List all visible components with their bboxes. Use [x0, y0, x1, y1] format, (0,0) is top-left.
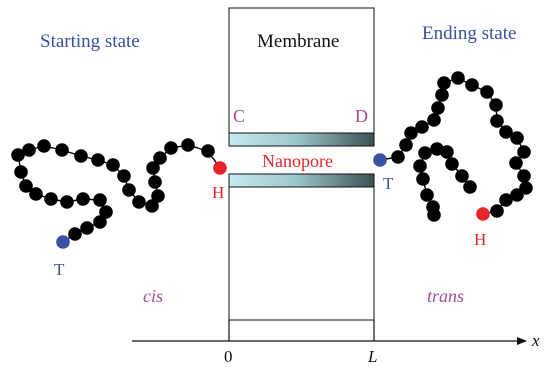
right-polymer-bead: [435, 88, 449, 102]
right-polymer-head-bead: [476, 207, 490, 221]
left-polymer-bead: [93, 215, 107, 229]
right-polymer-bead: [427, 208, 441, 222]
left-polymer-bead: [29, 187, 43, 201]
left-polymer-bead: [164, 141, 178, 155]
right-polymer-bead: [463, 180, 477, 194]
ending-state-label: Ending state: [422, 23, 516, 44]
tick-zero-label: 0: [224, 347, 233, 366]
pore-wall-lower: [228, 173, 375, 188]
tick-L-label: L: [367, 347, 377, 366]
left-polymer-bead: [106, 158, 120, 172]
left-polymer-bead: [91, 153, 105, 167]
right-polymer-bead: [430, 142, 444, 156]
right-polymer-bead: [455, 169, 469, 183]
left-polymer-beads: [11, 138, 227, 249]
right-polymer-bead: [517, 169, 531, 183]
right-polymer-tail-bead: [373, 153, 387, 167]
left-polymer-bead: [37, 139, 51, 153]
right-polymer-bead: [437, 76, 451, 90]
right-polymer-bead: [415, 120, 429, 134]
right-polymer-bead: [445, 157, 459, 171]
left-polymer-bead: [99, 205, 113, 219]
right-polymer-bead: [418, 146, 432, 160]
left-polymer-bead: [153, 151, 167, 165]
right-polymer-beads: [373, 71, 533, 222]
left-polymer-bead: [132, 195, 146, 209]
left-polymer-bead: [148, 175, 162, 189]
left-polymer-bead: [76, 192, 90, 206]
right-polymer-bead: [431, 101, 445, 115]
head-left-label: H: [212, 183, 224, 202]
right-polymer-bead: [510, 188, 524, 202]
membrane-lower-block: [228, 186, 375, 321]
left-polymer-bead: [117, 169, 131, 183]
corner-d-label: D: [355, 106, 368, 126]
right-polymer-bead: [499, 193, 513, 207]
right-polymer-bead: [404, 126, 418, 140]
membrane-upper-block: [228, 7, 375, 134]
left-polymer-bead: [22, 143, 36, 157]
left-polymer-bead: [146, 161, 160, 175]
right-polymer-bead: [399, 138, 413, 152]
left-polymer-bead: [181, 138, 195, 152]
right-polymer-bead: [510, 131, 524, 145]
right-polymer-bead: [451, 71, 465, 85]
trans-label: trans: [427, 286, 464, 306]
right-polymer-bead: [416, 172, 430, 186]
left-polymer-bead: [19, 179, 33, 193]
right-polymer-bead: [517, 145, 531, 159]
left-polymer-bead: [55, 143, 69, 157]
left-polymer-bead: [151, 189, 165, 203]
left-polymer-bead: [93, 193, 107, 207]
right-polymer-bead: [490, 204, 504, 218]
right-polymer-bead: [490, 114, 504, 128]
right-polymer-bead: [489, 98, 503, 112]
left-polymer-bead: [201, 144, 215, 158]
left-polymer-bead: [122, 183, 136, 197]
tail-right-label: T: [383, 174, 394, 193]
left-polymer-bead: [14, 165, 28, 179]
left-polymer-tail-bead: [56, 235, 70, 249]
tail-left-label: T: [54, 260, 65, 279]
right-polymer-bead: [465, 78, 479, 92]
left-polymer-bead: [11, 148, 25, 162]
left-polymer-bead: [145, 199, 159, 213]
right-polymer-bead: [480, 85, 494, 99]
pore-wall-upper: [228, 132, 375, 147]
left-polymer-bead: [74, 149, 88, 163]
left-polymer-bead: [60, 195, 74, 209]
left-polymer-bead: [68, 227, 82, 241]
corner-c-label: C: [233, 106, 245, 126]
nanopore-label: Nanopore: [262, 151, 333, 171]
right-polymer-bead: [509, 156, 523, 170]
left-polymer-bead: [44, 192, 58, 206]
axis-x-label: x: [531, 331, 540, 350]
right-polymer-bead: [427, 113, 441, 127]
right-polymer-bead: [499, 125, 513, 139]
right-polymer-bead: [420, 188, 434, 202]
head-right-label: H: [474, 230, 486, 249]
membrane-label: Membrane: [257, 31, 339, 52]
starting-state-label: Starting state: [40, 31, 140, 52]
right-polymer-bead: [391, 150, 405, 164]
left-polymer-head-bead: [213, 161, 227, 175]
left-polymer-bead: [80, 221, 94, 235]
cis-label: cis: [143, 286, 163, 306]
right-polymer-bead: [413, 159, 427, 173]
